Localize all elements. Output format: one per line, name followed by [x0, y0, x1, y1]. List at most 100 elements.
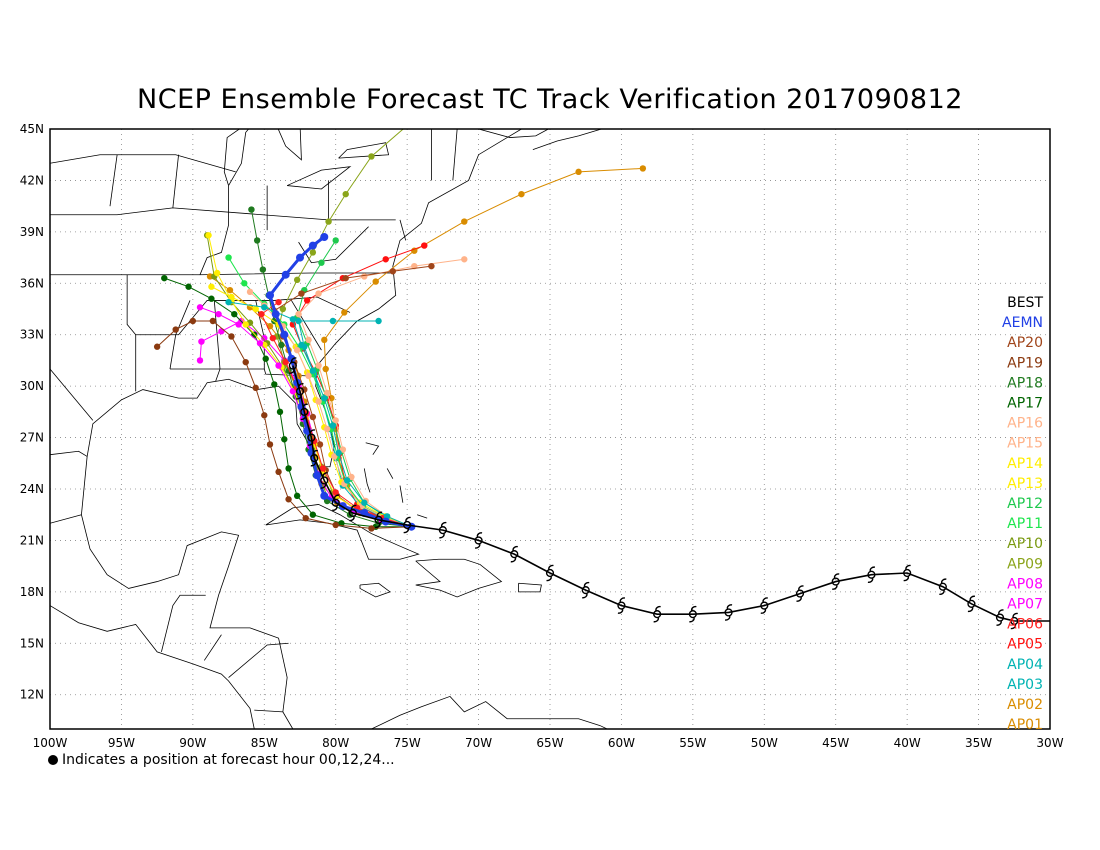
- track-point: [293, 346, 301, 354]
- coastline: [228, 642, 289, 678]
- legend-entry-ap05: AP05: [1007, 637, 1043, 653]
- track-point: [275, 362, 282, 369]
- track-point: [252, 384, 259, 392]
- coastline: [265, 504, 420, 560]
- hurricane-symbol-icon: [938, 578, 947, 595]
- x-tick-label: 60W: [608, 736, 635, 750]
- x-tick-label: 75W: [394, 736, 421, 750]
- coastline: [338, 142, 390, 159]
- track-line: [164, 277, 412, 528]
- track-point: [321, 336, 328, 344]
- mean-track-point: [320, 233, 329, 241]
- track-ap17: [161, 274, 415, 530]
- y-tick-label: 21N: [20, 533, 44, 547]
- hurricane-symbol-icon: [545, 564, 555, 582]
- track-point: [198, 338, 205, 345]
- track-ap10: [203, 232, 415, 530]
- coastline: [203, 634, 222, 661]
- track-point: [329, 422, 337, 429]
- legend-entry-aemn: AEMN: [1002, 315, 1043, 331]
- track-point: [298, 341, 305, 349]
- track-point: [242, 358, 249, 366]
- x-tick-label: 30W: [1036, 736, 1063, 750]
- hurricane-symbol-icon: [320, 472, 329, 489]
- legend-entry-ap04: AP04: [1007, 657, 1043, 673]
- hurricane-symbol-icon: [1010, 612, 1019, 630]
- track-point: [248, 206, 255, 213]
- track-point: [309, 511, 317, 518]
- coastline: [50, 605, 255, 729]
- legend-entry-ap15: AP15: [1007, 436, 1043, 452]
- plot-frame: [49, 128, 1051, 730]
- track-point: [303, 297, 311, 304]
- track-point: [341, 309, 348, 316]
- y-tick-label: 36N: [20, 276, 44, 290]
- track-point: [205, 232, 212, 239]
- coastline: [291, 300, 322, 351]
- track-point: [282, 358, 289, 366]
- track-point: [261, 334, 268, 342]
- track-point: [361, 273, 368, 280]
- coastline: [417, 514, 428, 519]
- track-point: [318, 259, 325, 266]
- x-tick-label: 70W: [465, 736, 492, 750]
- track-point: [225, 298, 232, 306]
- coastline: [359, 582, 391, 598]
- coastline: [50, 368, 94, 421]
- track-point: [335, 449, 342, 457]
- coastline: [172, 154, 179, 208]
- track-point: [278, 341, 285, 349]
- x-tick-label: 35W: [965, 736, 992, 750]
- x-tick-label: 65W: [536, 736, 563, 750]
- best-track: [288, 357, 1050, 630]
- hurricane-symbol-icon: [831, 573, 840, 590]
- y-tick-label: 30N: [20, 379, 44, 393]
- track-point: [209, 317, 217, 325]
- hurricane-symbol-icon: [438, 521, 447, 539]
- track-point: [228, 293, 235, 301]
- hurricane-symbol-icon: [510, 545, 519, 563]
- track-point: [281, 436, 288, 443]
- grid-lines: [50, 129, 1050, 729]
- hurricane-symbol-icon: [331, 494, 340, 511]
- track-point: [185, 283, 192, 290]
- track-point: [295, 317, 302, 325]
- track-point: [404, 122, 410, 128]
- legend-entry-ap11: AP11: [1007, 516, 1043, 532]
- footnote: Indicates a position at forecast hour 00…: [48, 752, 395, 768]
- hurricane-symbol-icon: [795, 585, 805, 602]
- track-point: [275, 468, 282, 476]
- track-ap18: [248, 206, 415, 530]
- best-track-line: [292, 365, 1015, 622]
- track-point: [339, 446, 347, 453]
- coastline: [199, 185, 229, 275]
- track-line: [228, 301, 412, 528]
- track-point: [332, 489, 339, 496]
- hurricane-symbol-icon: [348, 504, 357, 522]
- hurricane-symbol-icon: [581, 581, 590, 599]
- track-point: [242, 321, 249, 328]
- track-point: [285, 465, 292, 472]
- track-point: [196, 357, 204, 364]
- x-tick-label: 40W: [894, 736, 921, 750]
- coastline: [292, 728, 294, 729]
- track-point: [208, 295, 215, 302]
- coastline: [109, 154, 118, 207]
- track-point: [315, 362, 322, 369]
- hurricane-symbol-icon: [867, 566, 876, 583]
- hurricane-symbol-icon: [288, 357, 297, 374]
- x-tick-labels: 100W 95W 90W 85W 80W 75W 70W 65W 60W 55W 50W 45W 40W…: [33, 736, 1064, 750]
- x-tick-label: 80W: [322, 736, 349, 750]
- track-point: [319, 465, 327, 472]
- hurricane-symbol-icon: [653, 605, 662, 623]
- coastline: [363, 468, 371, 493]
- coastline: [81, 129, 522, 729]
- coastline: [386, 468, 394, 479]
- track-line: [323, 167, 643, 528]
- coastline: [415, 558, 503, 598]
- legend-entry-ap10: AP10: [1007, 536, 1043, 552]
- track-point: [411, 247, 418, 254]
- track-point: [372, 278, 379, 285]
- hurricane-symbol-icon: [903, 564, 912, 582]
- track-point: [262, 355, 269, 362]
